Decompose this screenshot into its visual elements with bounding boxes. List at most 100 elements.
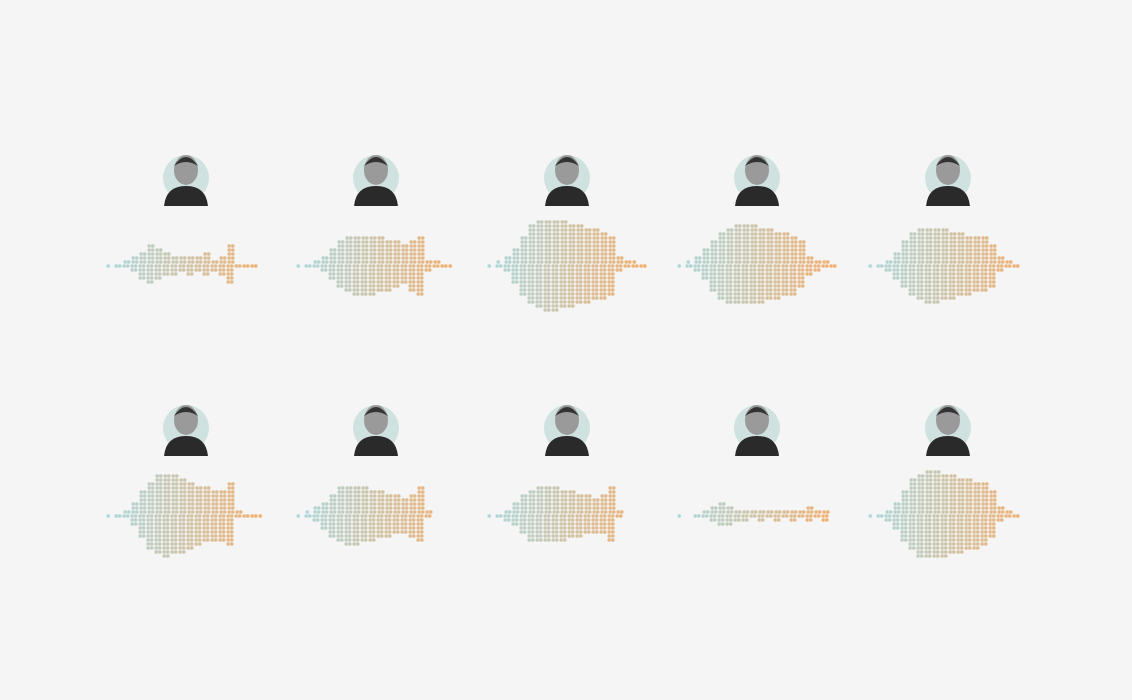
dot (801, 276, 805, 280)
dot (722, 256, 726, 260)
dot (596, 248, 600, 252)
dot (413, 248, 417, 252)
dot (532, 232, 536, 236)
dot (540, 224, 544, 228)
dot (754, 260, 758, 264)
dot (159, 256, 163, 260)
dot (722, 232, 726, 236)
dot (547, 288, 551, 292)
dot (985, 240, 989, 244)
dot (580, 236, 584, 240)
dot (985, 256, 989, 260)
dot (563, 268, 567, 272)
dot (340, 280, 344, 284)
dot (150, 280, 154, 284)
dot (912, 268, 916, 272)
dot (150, 272, 154, 276)
dot (913, 252, 917, 256)
dot (571, 296, 575, 300)
dot (580, 244, 584, 248)
dot (785, 272, 789, 276)
dot (348, 280, 352, 284)
dot (785, 280, 789, 284)
dot (953, 260, 957, 264)
dot (564, 248, 568, 252)
dot (412, 284, 416, 288)
dot (730, 228, 734, 232)
dot (151, 498, 155, 502)
dot (944, 280, 948, 284)
dot (571, 276, 575, 280)
dot (135, 502, 139, 506)
dot (604, 252, 608, 256)
dot (333, 248, 337, 252)
dot (555, 292, 559, 296)
dot (604, 232, 608, 236)
swarm (296, 236, 452, 296)
dot (532, 236, 536, 240)
dot (539, 300, 543, 304)
dot (620, 256, 624, 260)
dot (230, 264, 234, 268)
dot (539, 284, 543, 288)
dot (381, 256, 385, 260)
dot (921, 232, 925, 236)
dot (332, 264, 336, 268)
dot (142, 268, 146, 272)
dot (769, 288, 773, 292)
dot (928, 276, 932, 280)
dot (785, 284, 789, 288)
dot (730, 256, 734, 260)
dot (563, 292, 567, 296)
dot (794, 260, 798, 264)
dot (507, 268, 511, 272)
portrait-shoulders (164, 436, 208, 456)
dot (143, 490, 147, 494)
dot (961, 256, 965, 260)
dot (722, 260, 726, 264)
dot (920, 296, 924, 300)
dot (151, 256, 155, 260)
dot (603, 276, 607, 280)
dot (953, 256, 957, 260)
dot (159, 248, 163, 252)
dot (444, 264, 448, 268)
dot (143, 260, 147, 264)
dot (372, 284, 376, 288)
dot (397, 252, 401, 256)
dot (612, 244, 616, 248)
dot (738, 260, 742, 264)
portrait-hair (174, 407, 198, 416)
dot (968, 268, 972, 272)
dot (158, 272, 162, 276)
dot (945, 232, 949, 236)
dot (762, 240, 766, 244)
dot (944, 268, 948, 272)
dot (325, 256, 329, 260)
dot (810, 260, 814, 264)
dot (960, 284, 964, 288)
dot (936, 276, 940, 280)
dot (612, 256, 616, 260)
dot (928, 300, 932, 304)
dot (953, 248, 957, 252)
dot (595, 284, 599, 288)
dot (611, 280, 615, 284)
dot (150, 530, 154, 534)
dot (404, 276, 408, 280)
dot (413, 252, 417, 256)
dot (738, 228, 742, 232)
dot (372, 276, 376, 280)
portrait-hair (364, 157, 388, 166)
dot (571, 300, 575, 304)
dot (143, 506, 147, 510)
dot (977, 236, 981, 240)
dot (746, 224, 750, 228)
dot (944, 296, 948, 300)
dot (762, 228, 766, 232)
dot (412, 268, 416, 272)
dot (612, 248, 616, 252)
dot (437, 260, 441, 264)
dot (349, 260, 353, 264)
dot (142, 522, 146, 526)
